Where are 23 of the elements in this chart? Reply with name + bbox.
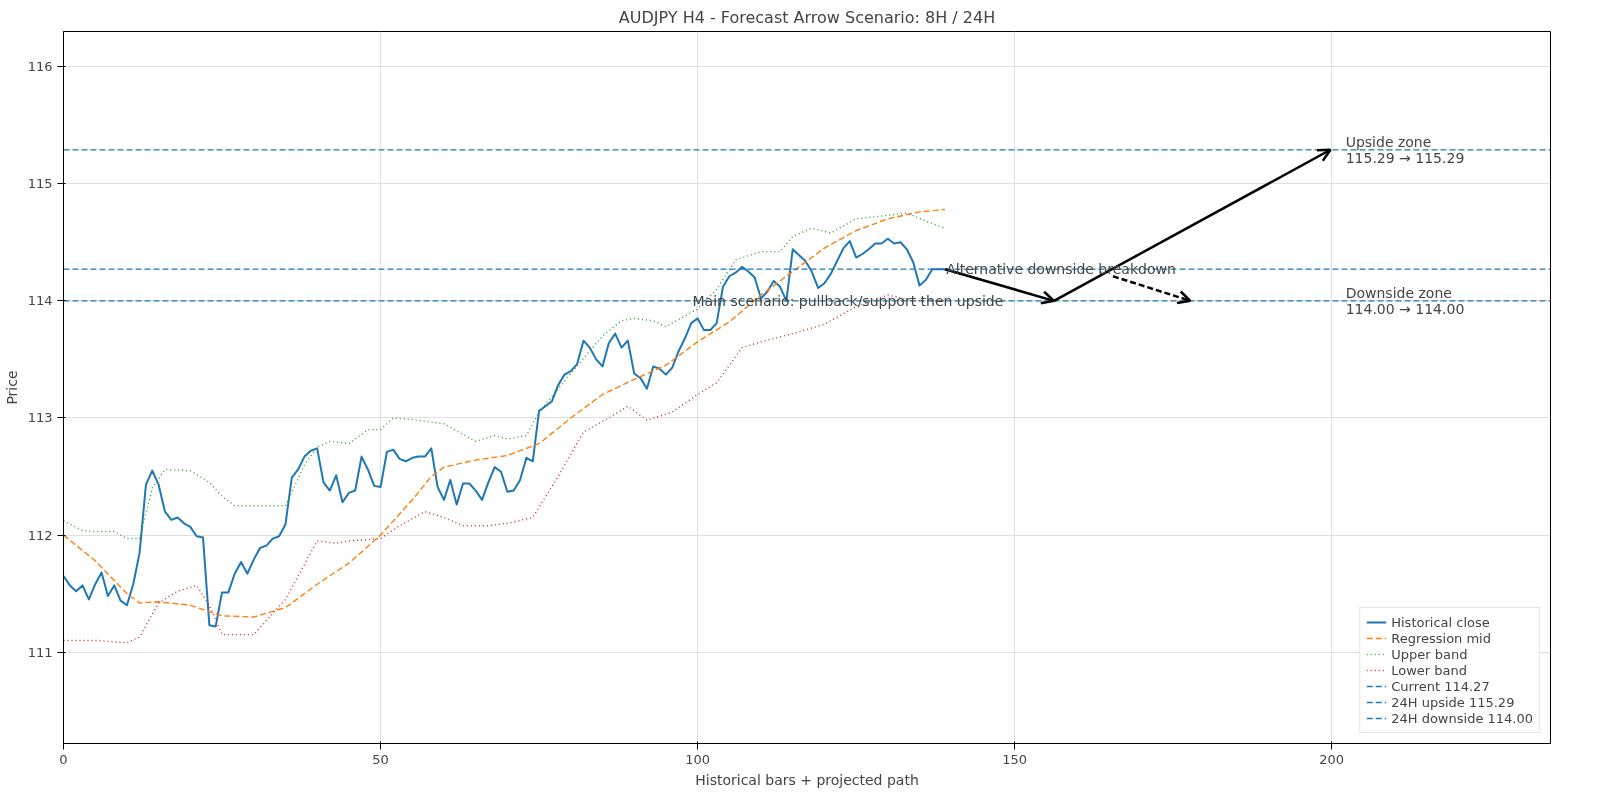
y-tick-label: 114 (27, 293, 53, 309)
chart-title: AUDJPY H4 - Forecast Arrow Scenario: 8H / 24H (618, 7, 996, 27)
x-tick-label: 200 (1319, 751, 1345, 767)
x-tick-label: 0 (59, 751, 68, 767)
legend-label: 24H downside 114.00 (1391, 710, 1533, 726)
annotation: Downside zone 114.00 → 114.00 (1345, 284, 1465, 317)
y-tick-label: 113 (27, 410, 53, 426)
y-tick-label: 112 (27, 527, 53, 543)
annotation: Upside zone 115.29 → 115.29 (1345, 133, 1465, 166)
legend-label: Current 114.27 (1391, 678, 1490, 694)
legend-label: Lower band (1391, 662, 1468, 678)
y-axis-title: Price (3, 370, 20, 405)
y-tick-label: 116 (27, 59, 53, 75)
x-tick-label: 150 (1002, 751, 1028, 767)
x-axis-title: Historical bars + projected path (695, 771, 919, 788)
legend-label: Upper band (1391, 646, 1468, 662)
y-tick-label: 115 (27, 176, 53, 192)
x-tick-label: 50 (372, 751, 389, 767)
legend-label: 24H upside 115.29 (1391, 694, 1515, 710)
legend-label: Historical close (1391, 614, 1490, 630)
legend-label: Regression mid (1391, 630, 1491, 646)
x-tick-label: 100 (685, 751, 711, 767)
y-tick-label: 111 (27, 644, 53, 660)
